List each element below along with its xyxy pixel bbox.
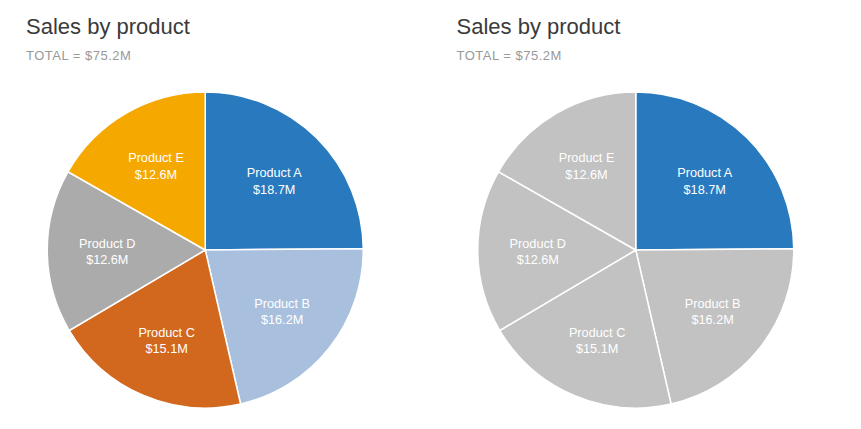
- slice-value: $12.6M: [135, 168, 177, 182]
- slice-category: Product A: [677, 166, 733, 180]
- slice-label: Product C $15.1M: [569, 326, 625, 357]
- slice-label: Product A $18.7M: [677, 166, 733, 197]
- slice-category: Product C: [569, 326, 625, 340]
- slice-category: Product B: [685, 297, 741, 311]
- title: Sales by product: [26, 14, 190, 39]
- slice-category: Product D: [79, 237, 135, 251]
- slice-label: Product C $15.1M: [138, 326, 194, 357]
- slice-label: Product B $16.2M: [685, 297, 741, 328]
- slice-value: $16.2M: [691, 313, 733, 327]
- slice-labels: Product A $18.7M Product B $16.2M Product C $…: [79, 151, 310, 356]
- subtitle: TOTAL = $75.2M: [26, 48, 131, 63]
- pie-slice: [498, 92, 635, 250]
- chart-svg: Sales by product TOTAL = $75.2M Product A $…: [0, 0, 861, 429]
- slice-label: Product B $16.2M: [254, 297, 310, 328]
- pie-slice: [636, 92, 794, 250]
- pie-chart: Sales by product TOTAL = $75.2M Product A $…: [457, 14, 794, 408]
- slice-value: $12.6M: [565, 168, 607, 182]
- slice-category: Product D: [510, 237, 566, 251]
- slice-label: Product E $12.6M: [128, 151, 184, 182]
- slice-labels: Product A $18.7M Product B $16.2M Product C $…: [510, 151, 741, 356]
- subtitle: TOTAL = $75.2M: [457, 48, 562, 63]
- slice-category: Product A: [247, 166, 303, 180]
- slice-value: $12.6M: [517, 253, 559, 267]
- slice-category: Product E: [128, 151, 184, 165]
- slice-category: Product B: [254, 297, 310, 311]
- pie-slice: [205, 92, 363, 250]
- slice-category: Product C: [138, 326, 194, 340]
- slice-label: Product E $12.6M: [559, 151, 615, 182]
- slice-value: $18.7M: [253, 183, 295, 197]
- slice-value: $16.2M: [261, 313, 303, 327]
- background: [0, 0, 861, 429]
- slice-value: $12.6M: [86, 253, 128, 267]
- slice-value: $15.1M: [576, 342, 618, 356]
- slice-label: Product D $12.6M: [79, 237, 135, 268]
- pie-slice: [68, 92, 205, 250]
- slice-label: Product D $12.6M: [510, 237, 566, 268]
- slices: [47, 92, 363, 408]
- slice-label: Product A $18.7M: [247, 166, 303, 197]
- slice-category: Product E: [559, 151, 615, 165]
- title: Sales by product: [457, 14, 621, 39]
- chart-container: Sales by product TOTAL = $75.2M Product A $…: [0, 0, 861, 429]
- slice-value: $18.7M: [684, 183, 726, 197]
- slices: [478, 92, 794, 408]
- pie-chart: Sales by product TOTAL = $75.2M Product A $…: [26, 14, 363, 408]
- slice-value: $15.1M: [145, 342, 187, 356]
